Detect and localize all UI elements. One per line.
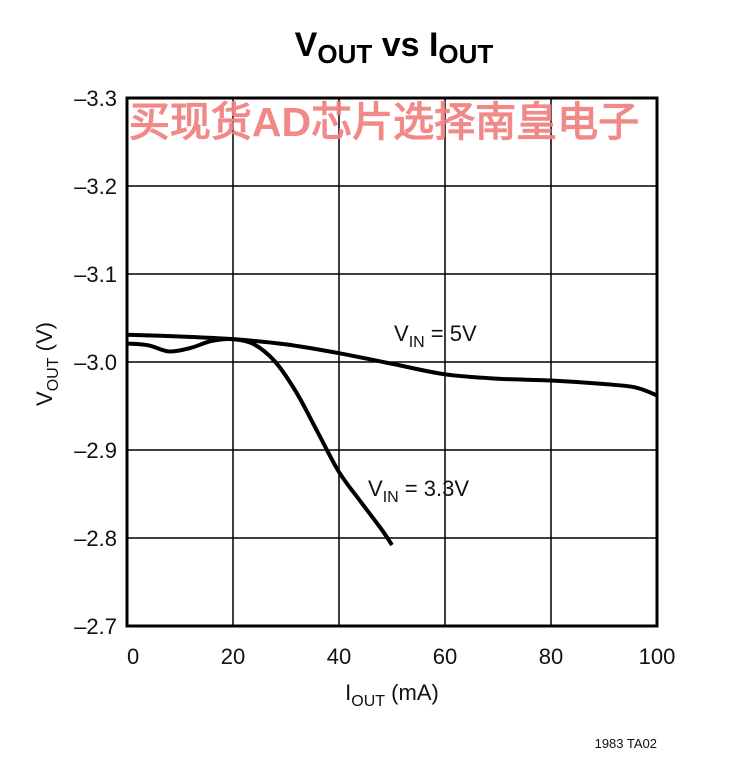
y-tick-label: –3.1 [74,262,117,287]
y-tick-label: –2.9 [74,438,117,463]
y-tick-label: –2.8 [74,526,117,551]
y-tick-label: –3.2 [74,174,117,199]
y-tick-label: –3.3 [74,86,117,111]
chart-title-main: V [295,26,318,64]
x-tick-label: 60 [433,644,457,669]
chart-title-mid: vs I [372,26,438,64]
series-label-3v3: VIN = 3.3V [368,476,469,506]
figure-code: 1983 TA02 [595,736,657,751]
series-line-vin-3v3 [126,336,394,547]
series-group [126,332,658,547]
x-tick-label: 80 [539,644,563,669]
y-tick-label: –2.7 [74,614,117,639]
x-tick-labels: 0 20 40 60 80 100 [127,644,675,669]
y-tick-labels: –3.3 –3.2 –3.1 –3.0 –2.9 –2.8 –2.7 [74,86,117,639]
grid [127,98,657,626]
x-tick-label: 20 [221,644,245,669]
x-tick-label: 40 [327,644,351,669]
x-axis-label: IOUT (mA) [345,680,439,710]
series-label-5v: VIN = 5V [394,321,477,351]
plot-frame [125,96,659,628]
chart-title-sub: OUT [317,39,372,69]
chart-title: VOUT vs IOUT [295,26,494,69]
plot-area [125,96,659,628]
watermark-text: 买现货AD芯片选择南皇电子 [129,99,639,145]
y-axis-label: VOUT (V) [32,322,62,406]
y-tick-label: –3.0 [74,350,117,375]
x-tick-label: 0 [127,644,139,669]
chart-title-sub2: OUT [438,39,493,69]
x-tick-label: 100 [639,644,676,669]
